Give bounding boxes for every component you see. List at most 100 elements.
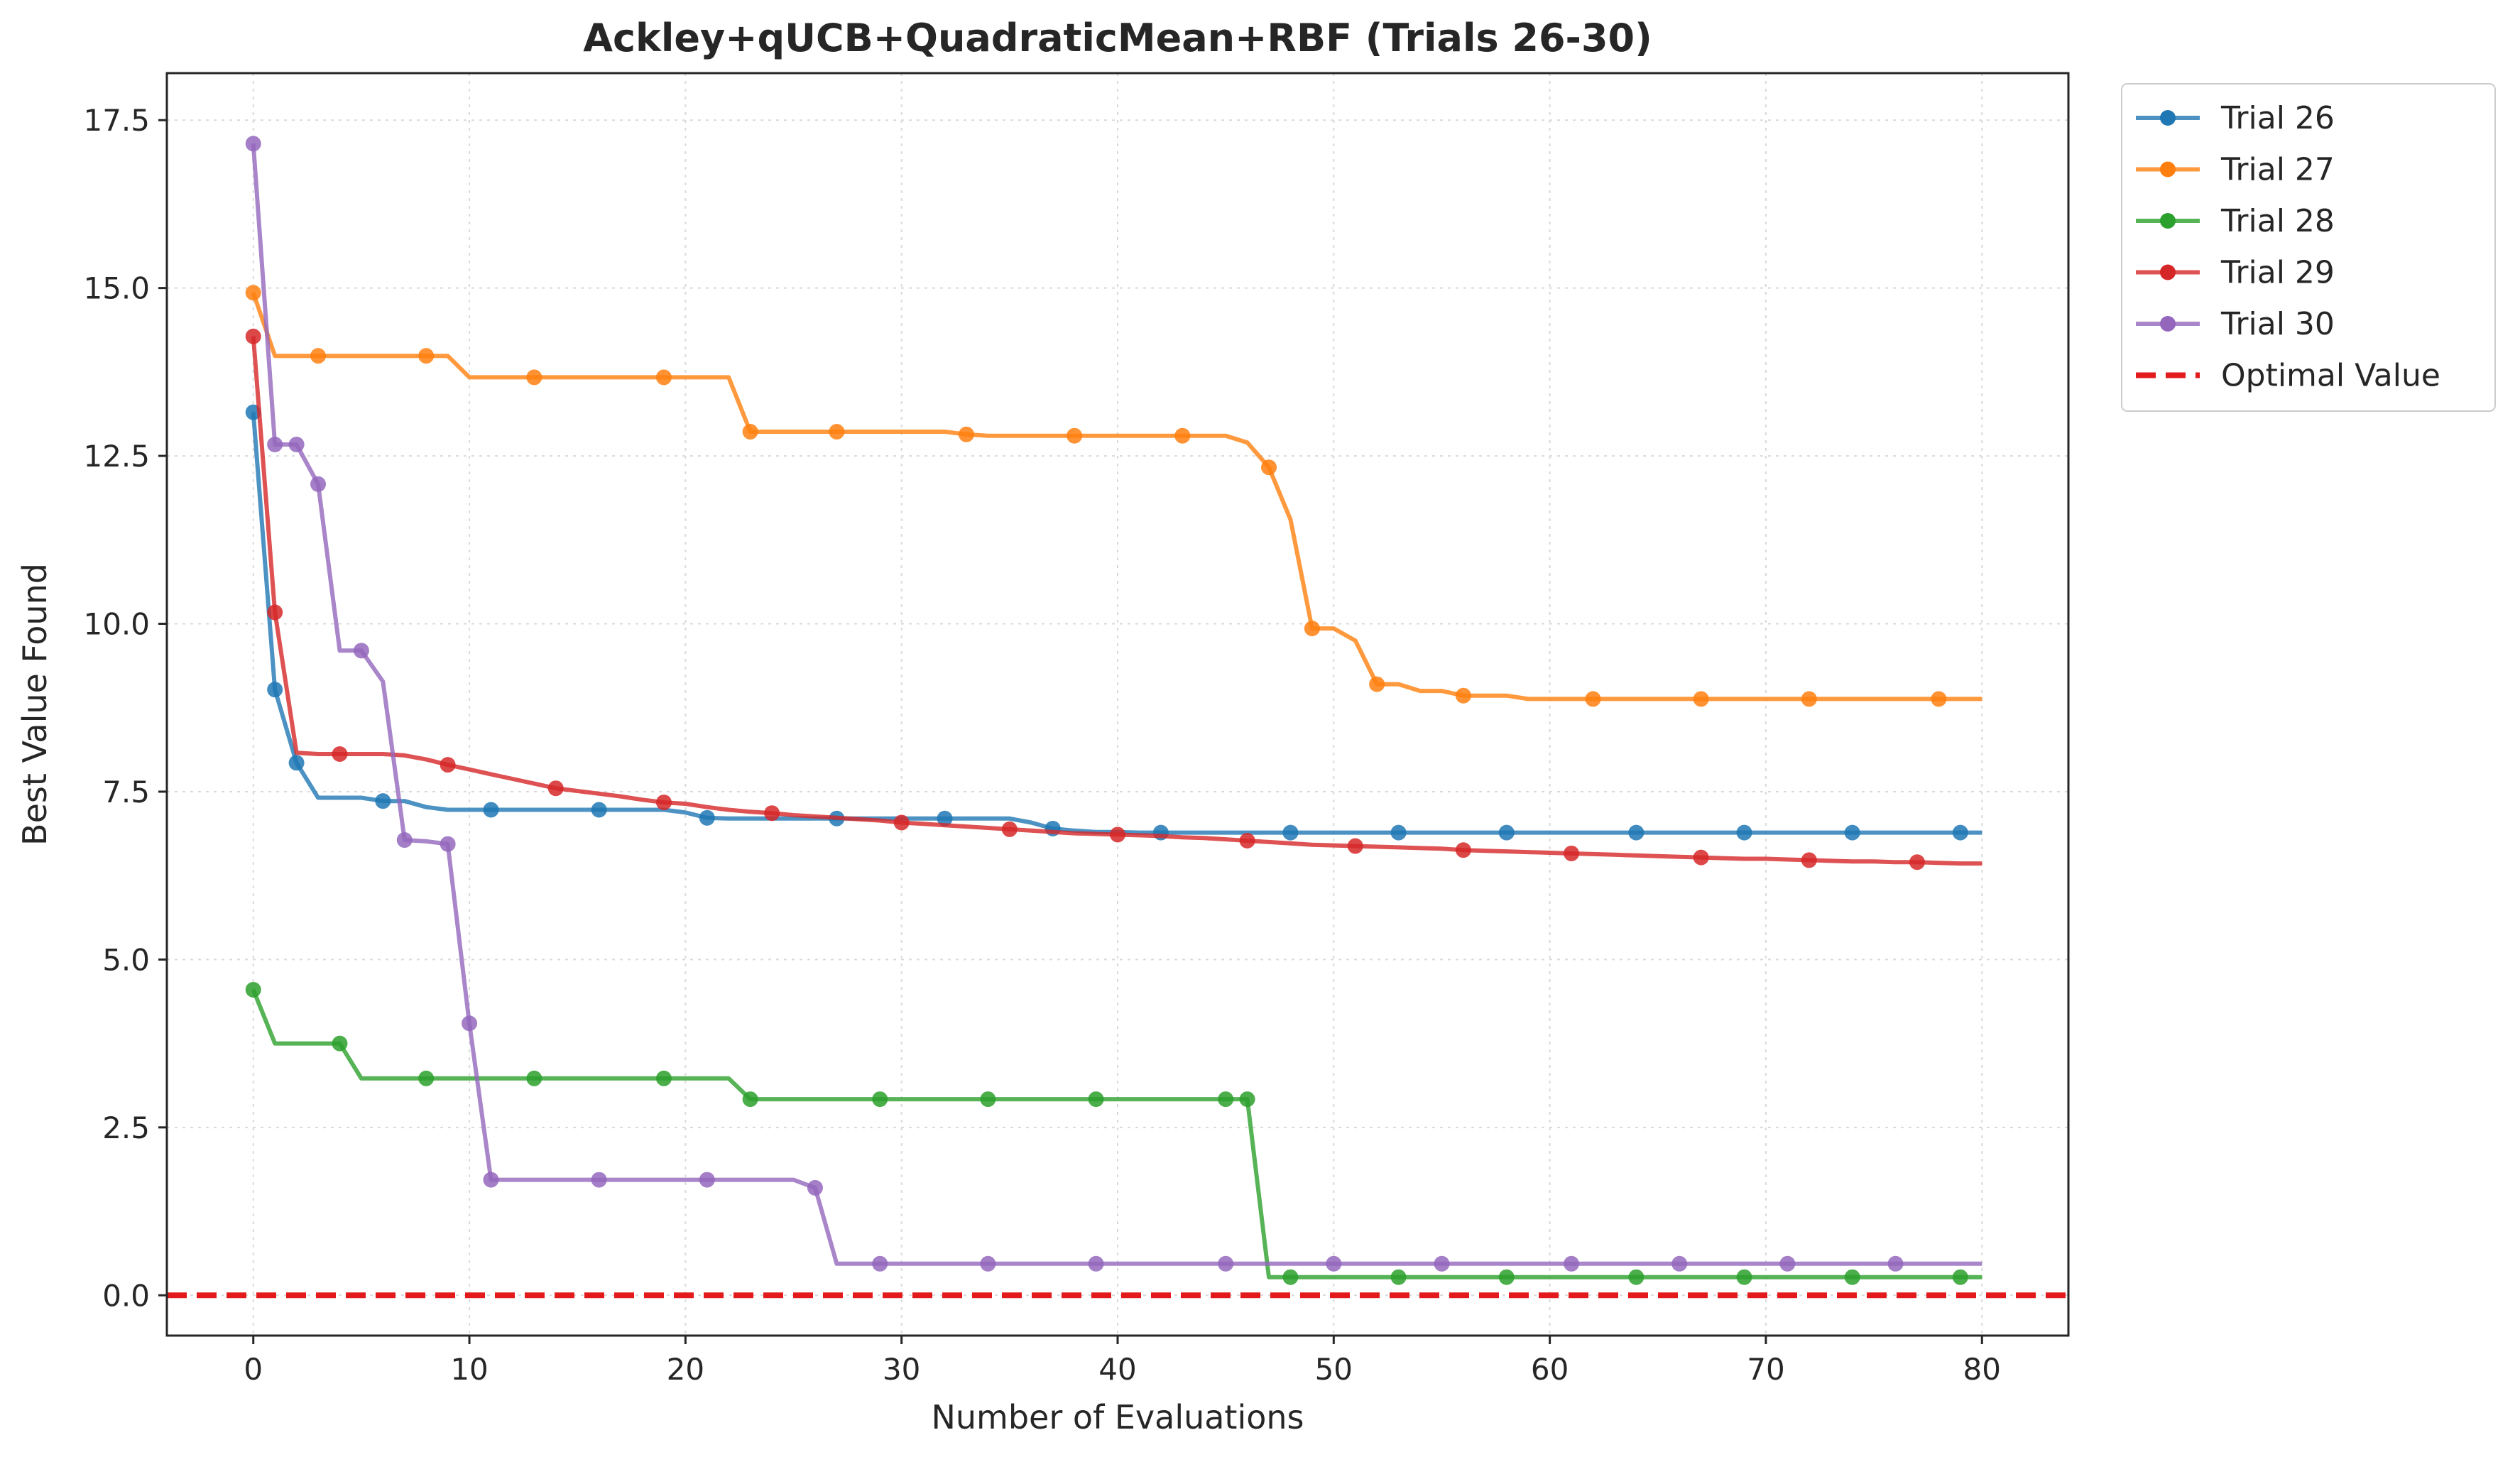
x-tick-label: 70 xyxy=(1747,1352,1784,1387)
data-point xyxy=(1110,826,1125,843)
legend-swatch-marker xyxy=(2160,264,2176,280)
data-point xyxy=(1261,459,1277,476)
data-point xyxy=(807,1179,823,1196)
series-layer xyxy=(245,136,1982,1285)
data-point xyxy=(547,780,564,797)
legend-item: Trial 28 xyxy=(2136,203,2335,239)
data-point xyxy=(1952,824,1968,841)
data-point xyxy=(1304,621,1320,637)
data-point xyxy=(483,1172,499,1188)
data-point xyxy=(1585,691,1601,707)
data-point xyxy=(267,682,283,698)
x-tick-label: 30 xyxy=(883,1352,920,1387)
x-tick-label: 40 xyxy=(1098,1352,1136,1387)
data-point xyxy=(980,1255,996,1272)
data-point xyxy=(1088,1255,1104,1272)
data-point xyxy=(310,348,327,364)
data-point xyxy=(1239,832,1255,848)
legend-label: Trial 30 xyxy=(2220,306,2335,342)
data-point xyxy=(1347,838,1363,854)
series-4 xyxy=(245,328,1982,871)
data-point xyxy=(1909,854,1925,871)
y-tick-label: 12.5 xyxy=(83,439,150,474)
data-point xyxy=(937,810,953,826)
y-tick-label: 2.5 xyxy=(102,1111,150,1145)
legend-label: Trial 27 xyxy=(2220,152,2335,188)
x-tick-label: 50 xyxy=(1315,1352,1353,1387)
y-tick-label: 5.0 xyxy=(102,942,150,977)
legend-label: Trial 28 xyxy=(2220,203,2335,239)
data-point xyxy=(742,1091,758,1108)
data-point xyxy=(1282,824,1299,841)
legend-swatch-marker xyxy=(2160,316,2176,332)
data-point xyxy=(893,814,910,831)
chart-title: Ackley+qUCB+QuadraticMean+RBF (Trials 26… xyxy=(583,16,1652,60)
y-tick-label: 15.0 xyxy=(83,271,150,306)
data-point xyxy=(418,348,435,364)
y-tick-label: 17.5 xyxy=(83,103,150,138)
data-point xyxy=(483,802,499,818)
data-point xyxy=(1498,824,1515,841)
data-point xyxy=(332,1035,348,1052)
data-point xyxy=(245,136,261,152)
series-5 xyxy=(245,136,1982,1272)
data-point xyxy=(1628,1269,1644,1285)
y-tick-label: 0.0 xyxy=(102,1278,150,1313)
data-point xyxy=(245,285,261,301)
legend-box xyxy=(2121,83,2496,412)
data-point xyxy=(245,328,261,344)
x-tick-label: 80 xyxy=(1963,1352,2001,1387)
data-point xyxy=(1390,1269,1407,1285)
data-point xyxy=(1693,849,1709,866)
data-point xyxy=(353,643,369,659)
data-point xyxy=(1801,691,1817,707)
data-point xyxy=(1088,1091,1104,1108)
data-point xyxy=(1671,1255,1688,1272)
data-point xyxy=(245,981,261,998)
data-point xyxy=(1434,1255,1450,1272)
x-tick-label: 20 xyxy=(667,1352,704,1387)
data-point xyxy=(1369,676,1385,692)
axis-ticks: 0 10 20 30 40 50 60 70 80 0.0 2.5 5.0 7.5 10.0 12.5 15.… xyxy=(83,103,2001,1387)
series-2 xyxy=(245,285,1982,707)
series-line xyxy=(251,143,1982,1266)
legend-swatch-marker xyxy=(2160,213,2176,229)
legend: Trial 26 Trial 27 Trial 28 Trial 29 Trial 30… xyxy=(2121,83,2496,412)
legend-item: Trial 29 xyxy=(2136,255,2335,291)
data-point xyxy=(1455,687,1471,704)
data-point xyxy=(1801,852,1817,868)
data-point xyxy=(526,369,542,386)
legend-swatch-marker xyxy=(2160,110,2176,126)
data-point xyxy=(462,1015,478,1032)
data-point xyxy=(655,369,672,386)
data-point xyxy=(1736,824,1752,841)
x-tick-label: 0 xyxy=(244,1352,263,1387)
data-point xyxy=(267,436,283,452)
data-point xyxy=(1001,821,1018,837)
data-point xyxy=(267,604,283,621)
data-point xyxy=(1326,1255,1342,1272)
data-point xyxy=(699,1172,715,1188)
data-point xyxy=(1239,1091,1255,1108)
y-tick-label: 10.0 xyxy=(83,607,150,642)
legend-item: Trial 30 xyxy=(2136,306,2335,342)
data-point xyxy=(980,1091,996,1108)
data-point xyxy=(742,424,758,440)
legend-label: Optimal Value xyxy=(2221,358,2440,394)
data-point xyxy=(526,1070,542,1086)
data-point xyxy=(1218,1255,1234,1272)
data-point xyxy=(288,755,305,771)
y-tick-label: 7.5 xyxy=(102,775,150,809)
y-axis-title: Best Value Found xyxy=(16,563,54,846)
legend-item: Trial 27 xyxy=(2136,152,2335,188)
data-point xyxy=(872,1255,888,1272)
data-point xyxy=(375,793,391,809)
data-point xyxy=(958,426,974,442)
data-point xyxy=(764,805,780,822)
legend-item: Trial 26 xyxy=(2136,100,2335,136)
legend-label: Trial 26 xyxy=(2220,100,2335,136)
data-point xyxy=(655,1070,672,1086)
data-point xyxy=(1218,1091,1234,1108)
data-point xyxy=(418,1070,435,1086)
data-point xyxy=(1844,1269,1860,1285)
